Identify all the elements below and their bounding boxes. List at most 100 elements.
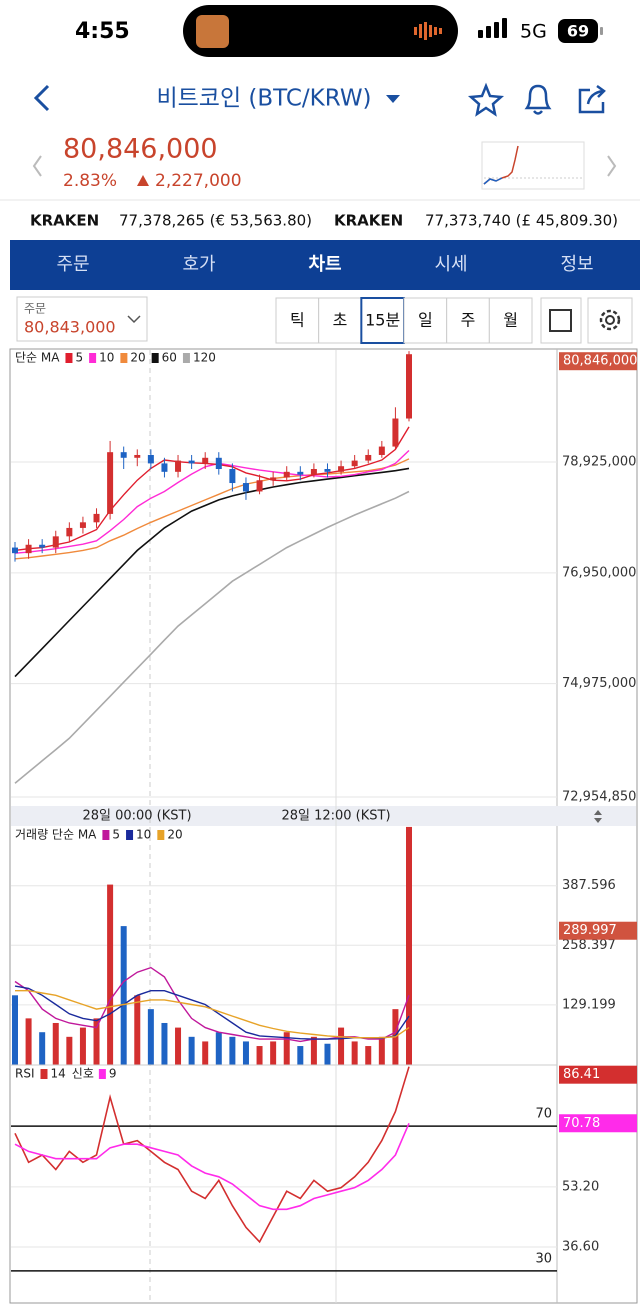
prev-coin[interactable] xyxy=(32,155,42,177)
interval-label: 틱 xyxy=(290,311,305,330)
volume-bar xyxy=(93,1018,100,1065)
exchange-price: 77,378,265 (€ 53,563.80) xyxy=(119,212,312,230)
candle-body xyxy=(324,469,331,472)
candle-body xyxy=(406,354,412,419)
legend-label: 14 xyxy=(51,1067,66,1081)
legend-label: 5 xyxy=(112,828,120,842)
legend-swatch xyxy=(151,353,159,363)
legend-label: 10 xyxy=(136,828,151,842)
volume-bar xyxy=(39,1032,46,1065)
candle-body xyxy=(256,480,263,492)
tab[interactable]: 시세 xyxy=(434,254,467,275)
status-time: 4:55 xyxy=(75,19,130,44)
change-percent: 2.83% xyxy=(63,171,117,191)
value-marker xyxy=(559,352,637,371)
legend-swatch xyxy=(40,1069,48,1079)
volume-bar xyxy=(229,1036,236,1065)
dynamic-island xyxy=(183,5,458,57)
volume-bar xyxy=(188,1036,195,1065)
interval-button[interactable] xyxy=(488,297,533,344)
interval-label: 일 xyxy=(418,311,433,330)
volume-bar xyxy=(310,1036,317,1065)
candle-body xyxy=(161,463,168,472)
legend-label: 20 xyxy=(130,351,145,365)
current-price: 80,846,000 xyxy=(63,134,218,165)
resize-handle[interactable] xyxy=(594,810,602,823)
time-axis-band xyxy=(11,806,636,826)
legend-label: 5 xyxy=(75,351,83,365)
interval-button[interactable] xyxy=(318,297,362,344)
candle-body xyxy=(79,522,86,528)
legend-swatch xyxy=(98,1069,106,1079)
legend-swatch xyxy=(120,353,128,363)
sparkline-box xyxy=(481,141,585,190)
alert-button[interactable] xyxy=(524,84,552,115)
signal-bars xyxy=(478,18,507,38)
share-button[interactable] xyxy=(578,84,606,114)
candle-body xyxy=(378,446,385,455)
candle-body xyxy=(52,536,59,548)
volume-bar xyxy=(365,1046,372,1065)
interval-label: 15분 xyxy=(365,311,400,330)
legend-swatch xyxy=(126,830,134,840)
island-icon xyxy=(196,15,229,48)
y-tick-label: 76,950,000 xyxy=(562,565,636,580)
exchange-price: 77,373,740 (£ 45,809.30) xyxy=(425,212,618,230)
candle-body xyxy=(134,454,141,458)
audio-wave xyxy=(414,22,442,40)
volume-bar xyxy=(25,1018,32,1065)
candle-body xyxy=(310,469,317,475)
candle-body xyxy=(107,452,114,514)
candle-body xyxy=(229,469,236,484)
gear-icon xyxy=(599,309,621,331)
volume-bar xyxy=(242,1041,249,1065)
volume-bar xyxy=(202,1041,209,1065)
favorite-button[interactable] xyxy=(467,82,505,117)
exchange-name: KRAKEN xyxy=(30,212,99,230)
legend-swatch xyxy=(157,830,165,840)
legend-signal: 신호 xyxy=(72,1067,94,1081)
next-coin[interactable] xyxy=(607,155,617,177)
square-button[interactable] xyxy=(540,297,582,344)
volume-bar xyxy=(378,1036,385,1065)
candle-body xyxy=(365,454,372,461)
candle-body xyxy=(270,477,277,481)
tab-bar xyxy=(10,240,640,290)
y-tick-label: 129.199 xyxy=(562,997,616,1012)
volume-bar xyxy=(215,1032,222,1065)
ma-line xyxy=(14,1066,410,1244)
candle-body xyxy=(283,471,290,478)
volume-bar xyxy=(297,1046,304,1065)
tab[interactable]: 차트 xyxy=(308,254,341,275)
ma-line xyxy=(14,490,410,784)
title-dropdown[interactable] xyxy=(386,95,400,103)
square-icon xyxy=(549,309,572,332)
value-marker xyxy=(559,1114,637,1133)
value-marker-label: 289.997 xyxy=(563,923,617,938)
value-marker-label: 70.78 xyxy=(563,1116,600,1131)
network: 5G xyxy=(520,21,547,43)
legend-label: 9 xyxy=(109,1067,117,1081)
tab[interactable]: 주문 xyxy=(56,254,89,275)
y-tick-label: 36.60 xyxy=(562,1239,599,1254)
volume-bar xyxy=(338,1027,345,1065)
tab[interactable]: 호가 xyxy=(182,254,215,275)
interval-button[interactable] xyxy=(275,297,320,344)
volume-bar xyxy=(324,1043,331,1065)
ma-line xyxy=(14,458,410,560)
tab[interactable]: 정보 xyxy=(560,254,593,275)
volume-bar xyxy=(351,1041,358,1065)
candle-body xyxy=(175,460,182,472)
settings-button[interactable] xyxy=(587,297,633,344)
volume-bar xyxy=(52,1022,59,1065)
candle-body xyxy=(12,547,18,554)
candle-body xyxy=(215,457,222,470)
value-marker xyxy=(559,921,637,940)
candle-body xyxy=(202,457,209,464)
battery-tip xyxy=(600,27,603,35)
back-button[interactable] xyxy=(33,84,50,112)
order-box[interactable] xyxy=(16,296,148,342)
up-triangle xyxy=(137,175,149,186)
volume-bar xyxy=(79,1027,86,1065)
volume-bar xyxy=(406,826,412,1065)
